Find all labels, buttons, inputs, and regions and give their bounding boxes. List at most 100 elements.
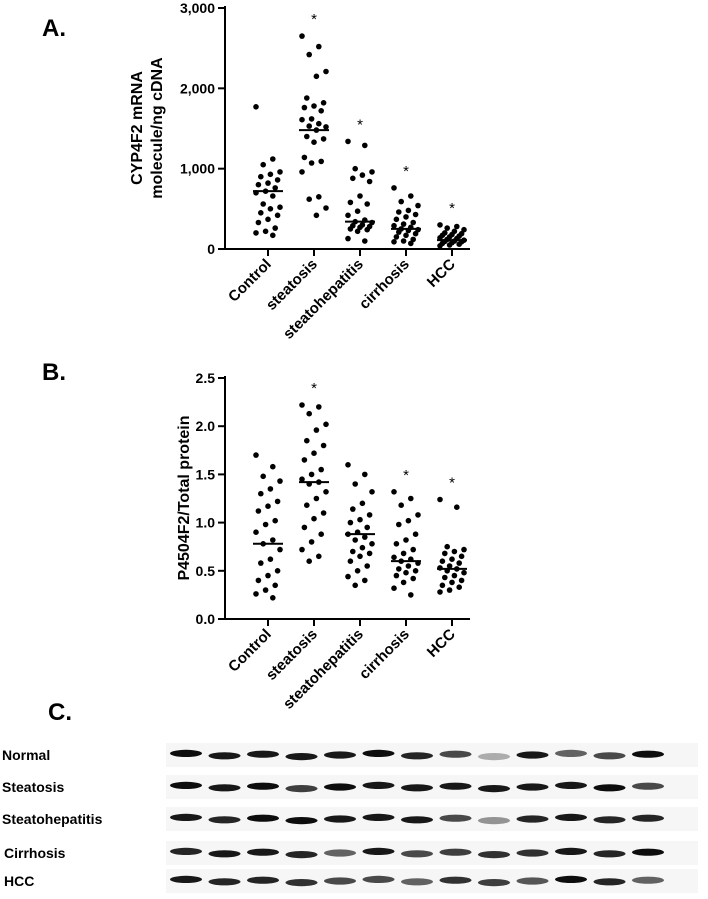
blot-band: [362, 781, 395, 790]
data-point: [446, 242, 453, 248]
data-point: [400, 550, 407, 557]
data-point: [262, 587, 269, 593]
data-point: [364, 226, 371, 233]
data-point: [345, 212, 351, 219]
data-point: [393, 216, 400, 223]
data-point: [267, 556, 274, 562]
data-point: [318, 531, 325, 537]
data-point: [359, 544, 366, 551]
data-point: [258, 560, 264, 566]
data-point: [311, 103, 317, 109]
data-point: [301, 104, 308, 111]
data-point: [270, 463, 276, 470]
data-point: [364, 524, 371, 531]
y-axis-title: molecule/ng cDNA: [149, 57, 166, 199]
y-tick-label: 0: [207, 241, 215, 257]
data-point: [354, 228, 361, 235]
data-point: [318, 108, 325, 114]
data-point: [400, 579, 407, 586]
blot-band: [324, 815, 356, 823]
data-point: [393, 572, 400, 579]
blot-row-label: Steatosis: [2, 779, 64, 795]
data-point: [304, 437, 310, 444]
blot-band: [208, 784, 241, 792]
data-point: [306, 123, 313, 129]
data-point: [437, 243, 443, 249]
significance-marker: *: [449, 200, 455, 217]
data-point: [357, 193, 363, 199]
data-point: [306, 558, 313, 564]
blot-band: [516, 877, 549, 885]
blot-band: [555, 847, 587, 856]
blot-band: [478, 851, 510, 859]
blot-band: [170, 847, 202, 856]
data-point: [253, 452, 259, 458]
data-point: [352, 537, 359, 543]
data-point: [350, 175, 356, 182]
data-point: [364, 201, 371, 207]
panel-a: A. CYP4F2 mRNA molecule/ng cDNA 0 1,000 2,000…: [42, 0, 470, 343]
data-point: [359, 500, 366, 507]
data-point: [323, 68, 329, 75]
data-point: [267, 206, 274, 212]
blot-band: [478, 817, 510, 825]
y-tick-label: 1,000: [180, 161, 215, 177]
blot-band: [555, 813, 587, 822]
data-point: [410, 219, 417, 226]
blot-band: [439, 876, 472, 884]
x-tick-label: steatohepatitis: [280, 626, 367, 713]
data-point: [306, 51, 313, 58]
data-point: [270, 193, 276, 199]
data-point: [442, 550, 448, 557]
data-point: [391, 185, 397, 191]
blot-band: [439, 814, 472, 822]
data-point: [270, 232, 276, 239]
blot-band: [516, 815, 549, 823]
data-point: [454, 504, 460, 511]
data-point: [391, 489, 397, 495]
data-point: [318, 158, 325, 165]
data-point: [398, 502, 405, 509]
data-point: [262, 228, 269, 235]
blot-band: [285, 879, 318, 887]
data-point: [449, 556, 455, 562]
data-point: [304, 502, 310, 509]
blot-band: [593, 850, 626, 858]
blot-band: [632, 750, 664, 758]
data-point: [306, 196, 313, 202]
data-point: [258, 490, 264, 497]
x-tick-label: HCC: [424, 256, 459, 291]
data-point: [274, 498, 281, 505]
y-axis-title: P4504F2/Total protein: [176, 415, 193, 580]
blot-band: [362, 749, 395, 758]
data-point: [408, 495, 414, 502]
data-point: [396, 209, 402, 215]
data-point: [320, 510, 327, 516]
blot-band: [324, 877, 356, 885]
data-point: [359, 172, 366, 178]
blot-band: [285, 785, 318, 793]
data-point: [393, 541, 400, 547]
significance-marker: *: [449, 474, 455, 491]
data-point: [354, 208, 361, 214]
data-point: [323, 421, 329, 428]
significance-marker: *: [311, 380, 317, 397]
data-point: [362, 238, 368, 244]
data-point: [253, 529, 259, 535]
data-point: [258, 210, 264, 216]
data-point: [396, 521, 402, 528]
data-point: [311, 139, 317, 145]
x-tick-label: HCC: [424, 626, 459, 661]
data-point: [265, 572, 271, 579]
y-tick-label: 0.5: [196, 563, 216, 579]
data-point: [369, 169, 375, 175]
blot-band: [478, 785, 510, 793]
blot-band: [170, 749, 202, 758]
data-point: [352, 582, 359, 589]
data-point: [345, 138, 351, 145]
panel-c: C. Normal Steatosis Steatohepatitis Cirrhosi…: [2, 699, 698, 893]
data-point: [277, 546, 283, 553]
data-point: [352, 481, 359, 487]
blot-band: [247, 876, 279, 884]
data-point: [439, 582, 446, 589]
